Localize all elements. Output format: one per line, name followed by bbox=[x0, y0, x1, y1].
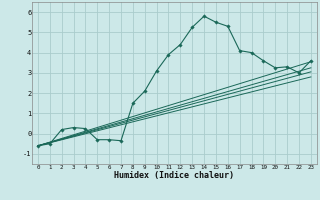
X-axis label: Humidex (Indice chaleur): Humidex (Indice chaleur) bbox=[115, 171, 234, 180]
